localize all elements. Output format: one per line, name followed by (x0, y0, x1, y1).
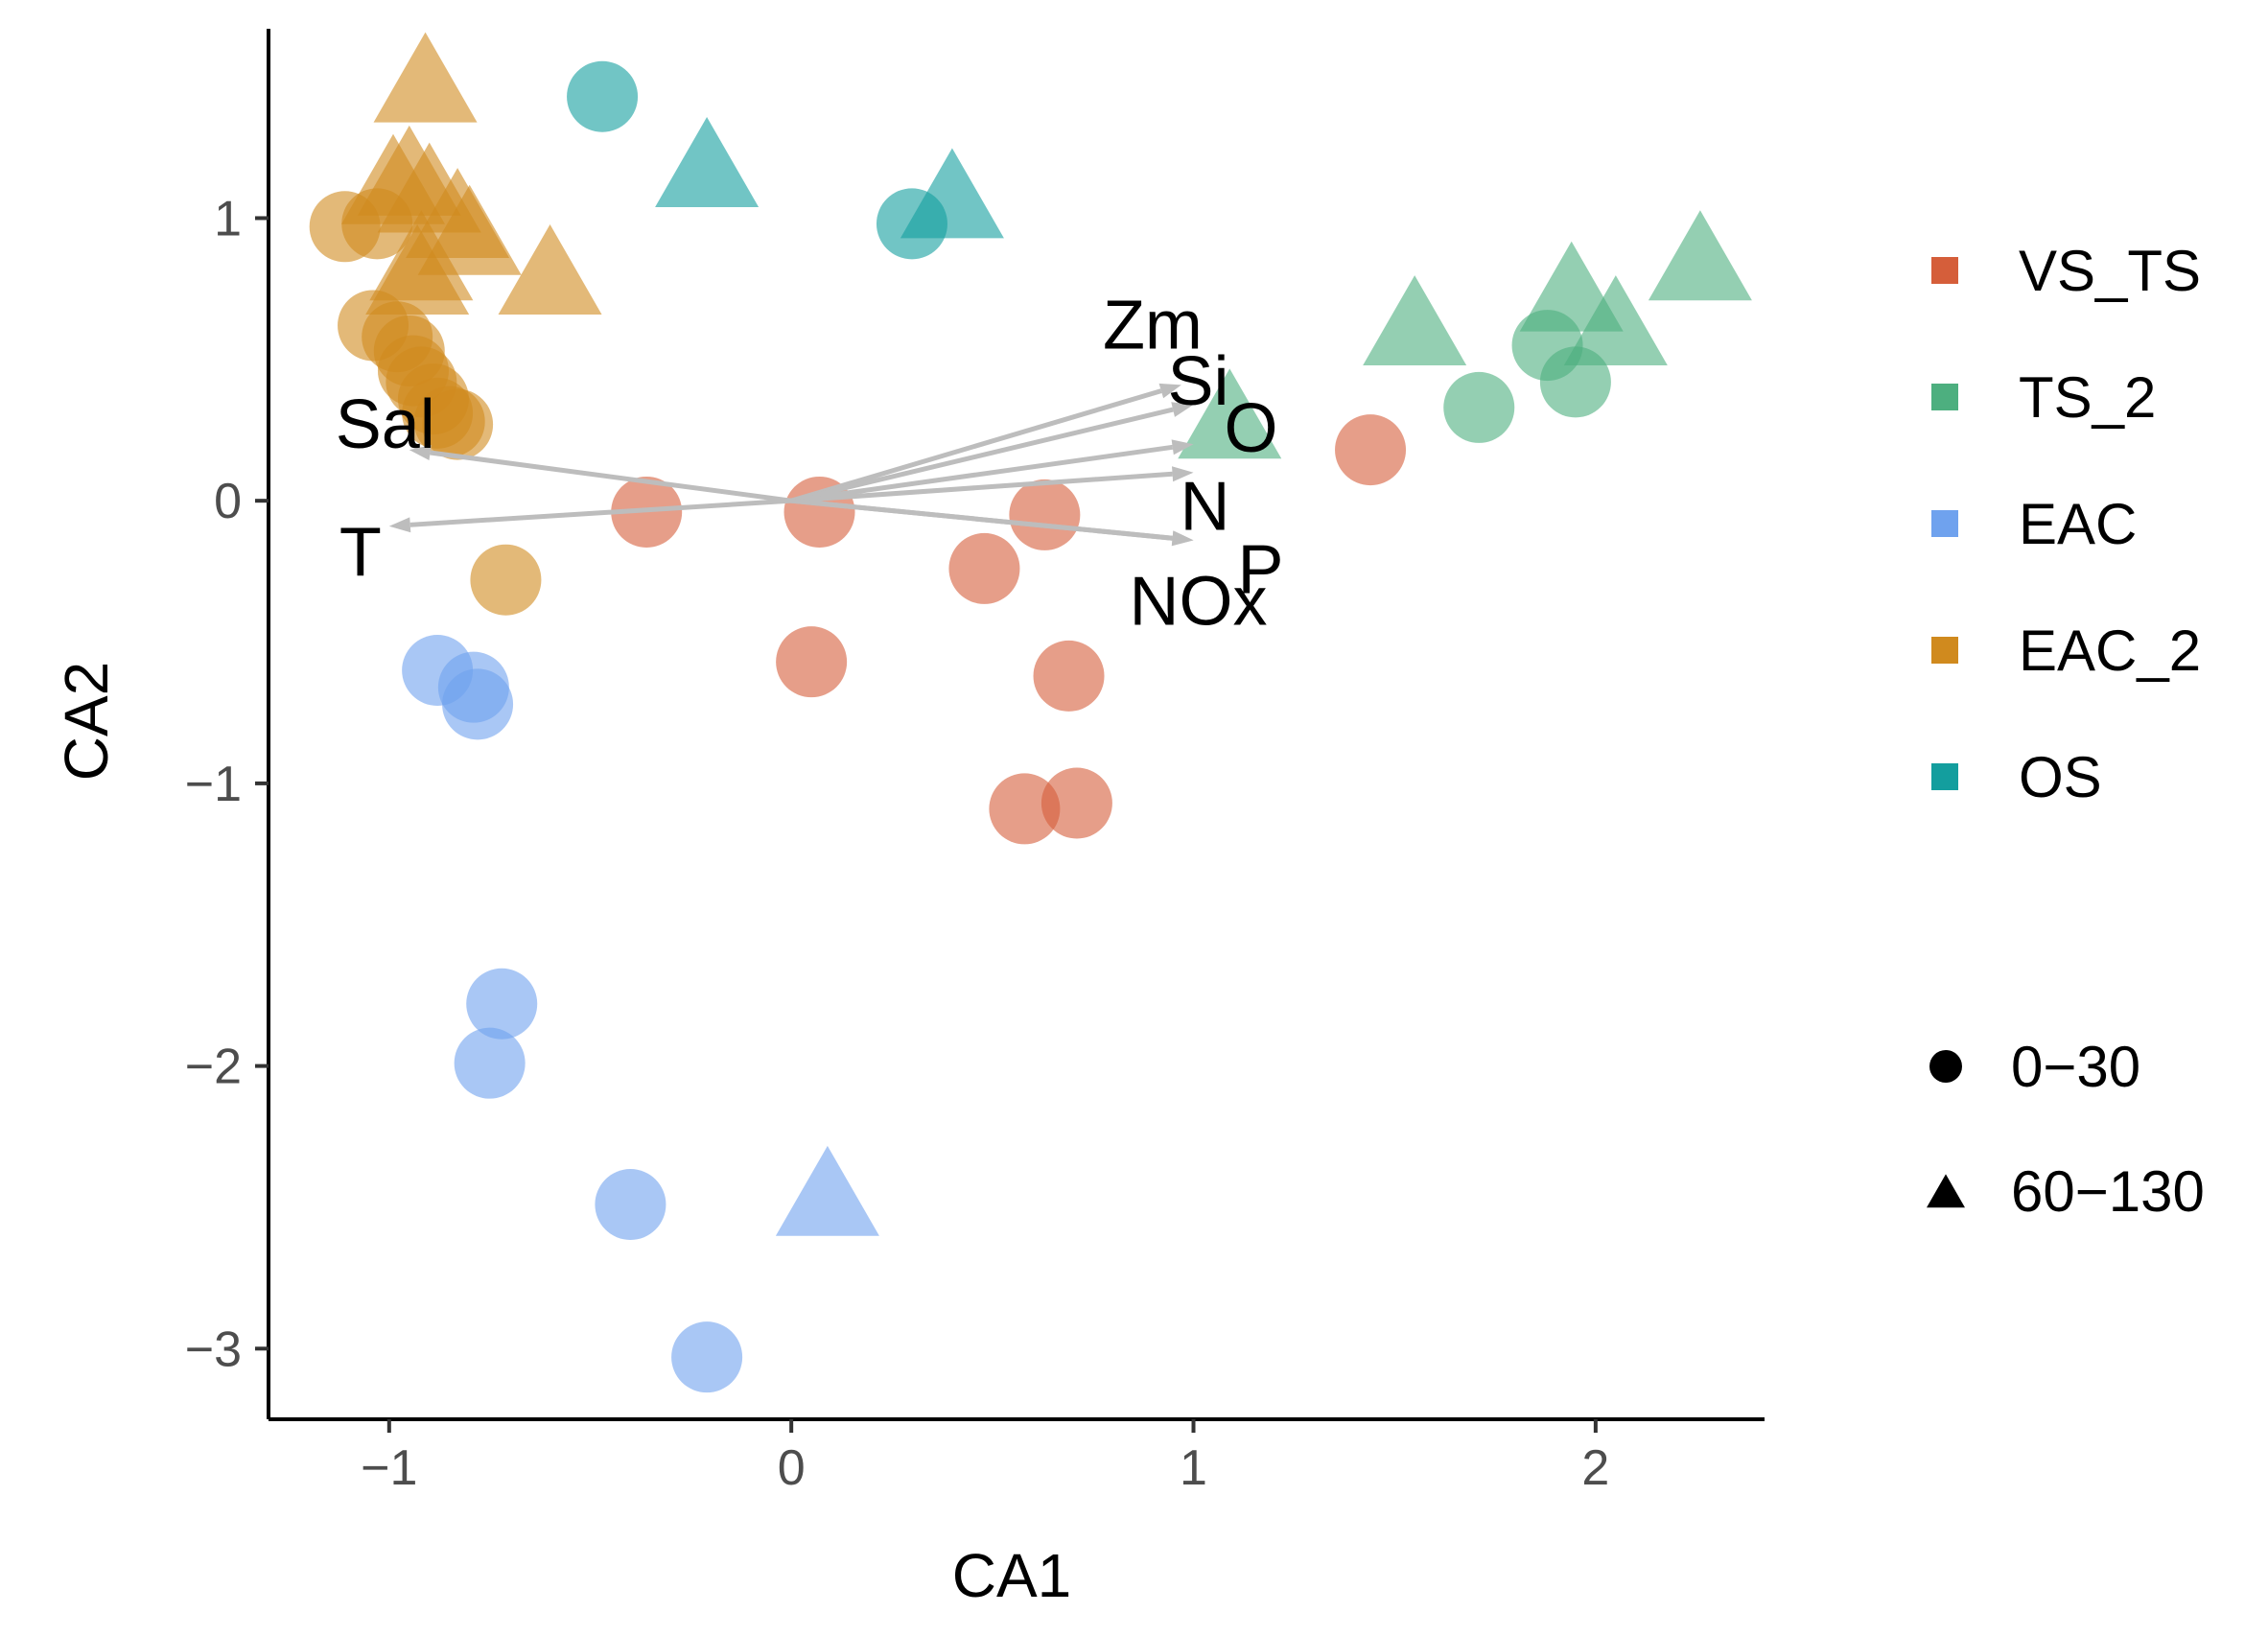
vector-line-si (790, 407, 1174, 503)
legend: VS_TS TS_2 EAC EAC_2 OS 0−30 60−130 (1927, 239, 2205, 1224)
legend-swatch-os (1931, 763, 1958, 790)
vector-arrowhead-nox (1171, 530, 1194, 547)
point-os-triangle-1 (900, 148, 1004, 239)
point-vs_ts-circle-4 (1033, 640, 1105, 712)
point-ts_2-triangle-4 (1178, 368, 1282, 459)
y-tick-label-2: −1 (185, 757, 242, 812)
legend-label-eac: EAC (2019, 492, 2137, 556)
point-eac-circle-6 (671, 1321, 743, 1393)
point-eac_2-triangle-7 (365, 224, 470, 316)
legend-shape-circle (1929, 1050, 1962, 1083)
point-vs_ts-circle-3 (948, 532, 1020, 604)
vector-label-si: Si (1168, 343, 1229, 420)
vector-arrowhead-o (1171, 439, 1194, 456)
vector-label-o: O (1225, 390, 1278, 467)
point-ts_2-circle-0 (1443, 371, 1515, 443)
legend-label-shape-0: 0−30 (2011, 1035, 2140, 1099)
vector-line-o (790, 444, 1174, 503)
legend-label-vs_ts: VS_TS (2019, 239, 2201, 303)
point-vs_ts-circle-8 (1335, 414, 1407, 486)
vector-arrowhead-zm (1158, 383, 1181, 399)
point-ts_2-triangle-2 (1563, 275, 1668, 366)
vector-line-t (409, 498, 792, 527)
vector-label-nox: NOx (1130, 563, 1268, 640)
point-eac_2-circle-11 (470, 544, 542, 616)
point-eac_2-triangle-0 (373, 32, 478, 123)
point-eac-circle-5 (595, 1169, 666, 1241)
point-vs_ts-circle-2 (1009, 479, 1081, 550)
legend-swatch-vs_ts (1931, 257, 1958, 284)
point-eac-circle-3 (466, 968, 538, 1040)
point-eac_2-circle-10 (397, 363, 469, 435)
legend-swatch-eac_2 (1931, 637, 1958, 664)
point-os-circle-0 (567, 60, 639, 132)
legend-label-ts_2: TS_2 (2019, 365, 2156, 430)
point-os-triangle-0 (655, 117, 760, 208)
legend-label-eac_2: EAC_2 (2019, 619, 2201, 683)
point-vs_ts-circle-5 (776, 626, 848, 698)
points-layer (309, 32, 1752, 1393)
point-eac-triangle-0 (775, 1145, 879, 1236)
legend-swatch-eac (1931, 510, 1958, 537)
point-eac_2-triangle-8 (498, 224, 602, 316)
x-tick-label-0: −1 (361, 1440, 417, 1496)
vector-label-n: N (1181, 469, 1230, 546)
y-tick-label-0: 1 (214, 191, 242, 246)
x-tick-label-2: 1 (1180, 1440, 1207, 1496)
axes: −1 0 1 2 1 0 −1 −2 −3 (185, 29, 1765, 1496)
vector-line-n (790, 471, 1173, 503)
point-ts_2-triangle-0 (1363, 275, 1467, 366)
point-ts_2-triangle-3 (1648, 210, 1752, 301)
vector-line-zm (790, 388, 1162, 503)
vector-arrowhead-sal (409, 445, 432, 460)
vector-arrowhead-si (1171, 402, 1194, 417)
vector-arrowhead-n (1172, 466, 1194, 482)
point-eac-circle-4 (454, 1027, 526, 1099)
vector-label-sal: Sal (336, 386, 435, 463)
legend-label-shape-1: 60−130 (2011, 1159, 2205, 1224)
point-eac-circle-2 (442, 668, 514, 740)
y-tick-label-4: −3 (185, 1321, 242, 1377)
y-tick-label-3: −2 (185, 1040, 242, 1095)
x-tick-label-1: 0 (778, 1440, 806, 1496)
vector-label-t: T (339, 515, 382, 592)
legend-swatch-ts_2 (1931, 384, 1958, 410)
x-tick-label-3: 2 (1581, 1440, 1609, 1496)
legend-label-os: OS (2019, 745, 2102, 809)
point-vs_ts-circle-6 (989, 773, 1061, 845)
x-axis-title: CA1 (952, 1541, 1072, 1610)
vector-line-nox (790, 498, 1173, 541)
y-axis-title: CA2 (52, 662, 121, 782)
vector-arrowhead-t (388, 517, 411, 533)
legend-shape-triangle (1927, 1174, 1965, 1208)
y-tick-label-1: 0 (214, 474, 242, 529)
vector-line-sal (430, 450, 792, 503)
vector-label-p: P (1238, 531, 1284, 608)
vector-label-zm: Zm (1103, 287, 1203, 363)
point-vs_ts-circle-7 (1040, 767, 1112, 839)
